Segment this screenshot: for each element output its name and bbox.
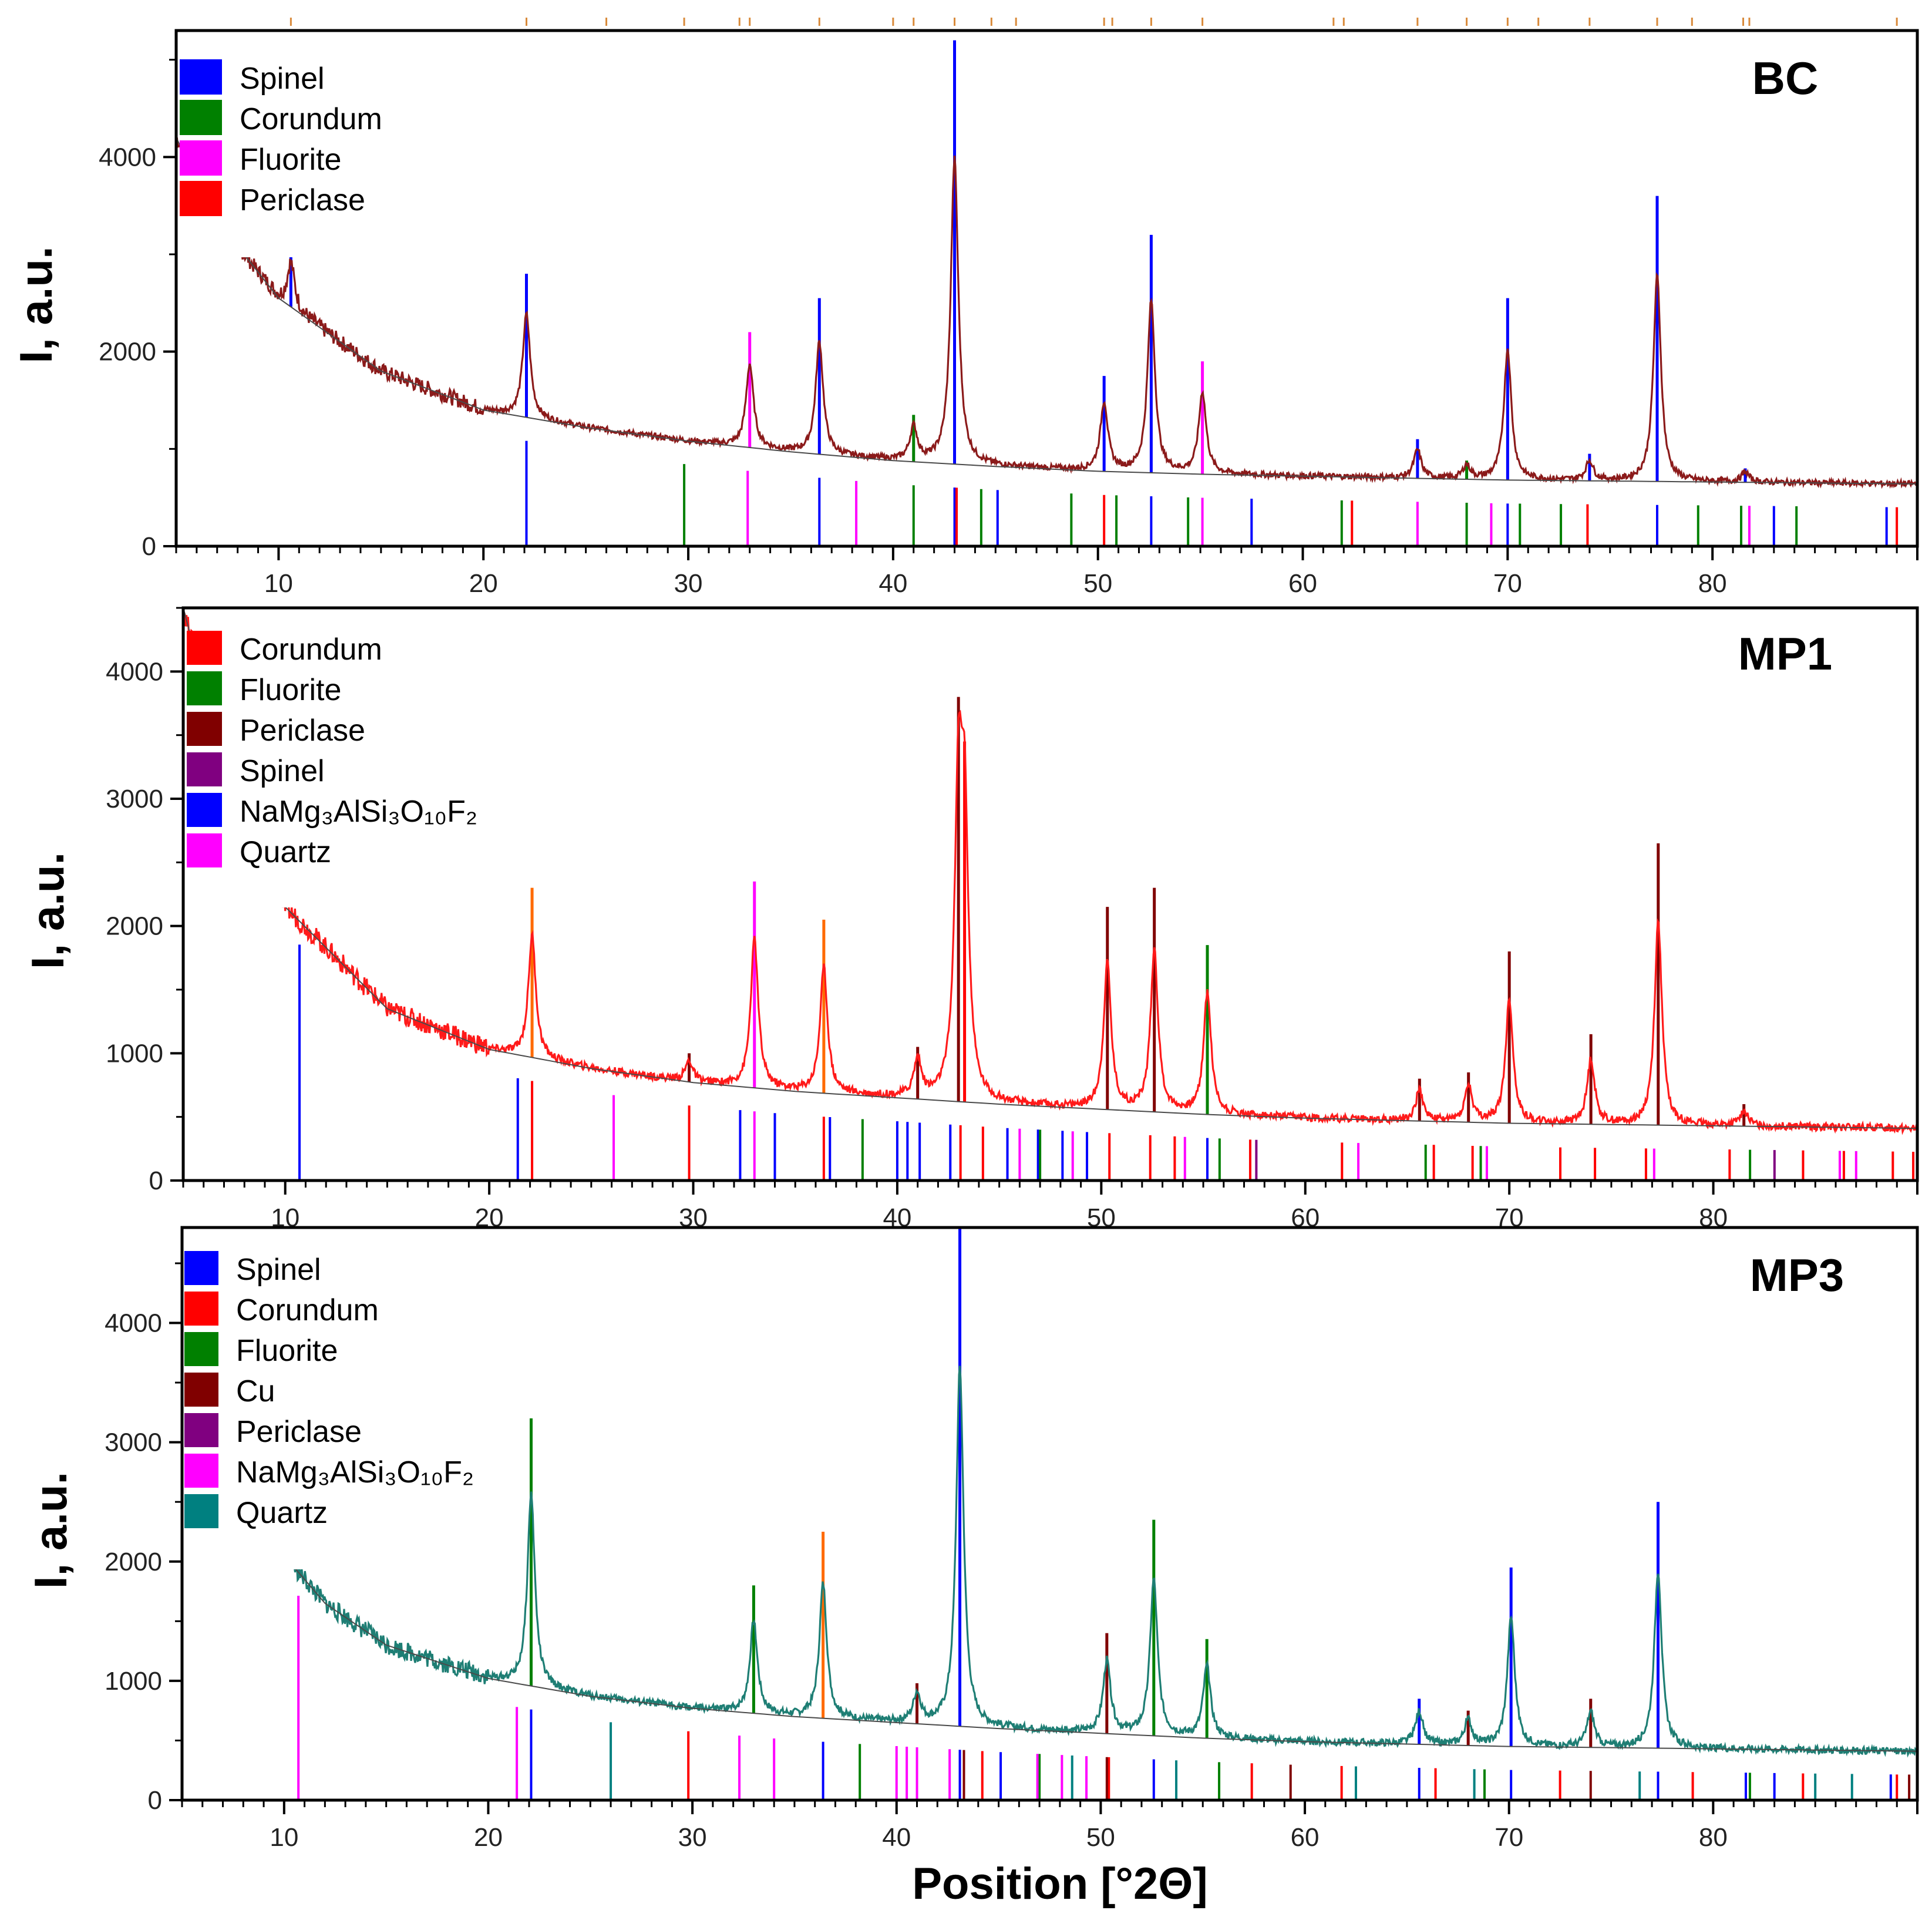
- legend-swatch: [184, 1251, 218, 1285]
- legend-swatch: [187, 793, 222, 827]
- legend-label: Quartz: [240, 835, 331, 869]
- y-tick-label: 4000: [99, 143, 156, 171]
- background-fit: [176, 137, 1917, 485]
- x-tick-label: 60: [1291, 1823, 1320, 1852]
- legend-label: Quartz: [236, 1496, 328, 1530]
- legend-label: NaMg₃AlSi₃O₁₀F₂: [240, 795, 477, 829]
- y-tick-label: 0: [149, 1166, 163, 1195]
- legend-label: Spinel: [236, 1253, 321, 1287]
- x-tick-label: 50: [1086, 1823, 1115, 1852]
- legend-label: Corundum: [240, 102, 382, 136]
- y-axis-label: I, a.u.: [22, 852, 73, 969]
- background-fit: [294, 1567, 1917, 1752]
- legend-swatch: [184, 1373, 218, 1407]
- legend-swatch: [180, 140, 222, 176]
- legend-swatch: [184, 1494, 218, 1528]
- x-tick-label: 50: [1083, 569, 1112, 598]
- panel-mp3: 10 20 30 40 50 60 70 80 0 1000 2000 3000 4000 I, a.u.…: [25, 1226, 1919, 1852]
- panel-bc: 10 20 30 40 50 60 70 80 0 2000 4000 I, a.u. BC Spinel…: [10, 18, 1919, 598]
- y-tick-label: 1000: [105, 1667, 162, 1696]
- diffraction-profile: [183, 612, 1917, 1135]
- reference-lines: [298, 944, 1915, 1181]
- legend-swatch: [187, 833, 222, 867]
- legend-label: Spinel: [240, 62, 325, 96]
- y-tick-label: 4000: [105, 1309, 162, 1338]
- y-tick-label: 4000: [106, 657, 163, 686]
- legend-swatch: [184, 1332, 218, 1366]
- y-tick-label: 1000: [106, 1039, 163, 1068]
- legend-swatch: [187, 631, 222, 665]
- background-fit: [183, 608, 1917, 1129]
- x-tick-label: 30: [678, 1823, 707, 1852]
- legend-swatch: [180, 59, 222, 95]
- legend-swatch: [180, 100, 222, 135]
- y-tick-label: 2000: [106, 912, 163, 941]
- legend-label: Fluorite: [236, 1334, 338, 1368]
- x-tick-label: 30: [674, 569, 703, 598]
- plot-frame: [181, 606, 1919, 1182]
- diffraction-profile: [176, 136, 1917, 489]
- legend-box: [187, 631, 504, 907]
- y-tick-label: 3000: [106, 785, 163, 813]
- legend-swatch: [187, 752, 222, 786]
- legend-label: Periclase: [240, 183, 365, 217]
- legend-box: [184, 1252, 501, 1569]
- y-axis-label: I, a.u.: [10, 246, 62, 363]
- x-tick-label: 80: [1698, 569, 1727, 598]
- legend-box: [180, 59, 526, 257]
- legend-label: Spinel: [240, 754, 325, 788]
- y-tick-label: 2000: [99, 338, 156, 366]
- x-tick-label: 10: [270, 1823, 298, 1852]
- x-tick-label: 80: [1699, 1823, 1728, 1852]
- x-tick-label: 40: [879, 569, 907, 598]
- legend-swatch: [184, 1292, 218, 1326]
- y-tick-label: 0: [142, 532, 156, 561]
- x-tick-label: 40: [882, 1823, 911, 1852]
- reference-lines: [297, 1596, 1911, 1800]
- x-tick-label: 70: [1493, 569, 1522, 598]
- x-tick-label: 20: [474, 1823, 503, 1852]
- x-tick-label: 60: [1288, 569, 1317, 598]
- x-tick-label: 20: [469, 569, 498, 598]
- x-axis-label: Position [°2Θ]: [912, 1859, 1207, 1909]
- y-tick-label: 2000: [105, 1548, 162, 1576]
- legend-swatch: [184, 1454, 218, 1488]
- legend-label: Fluorite: [240, 673, 341, 707]
- legend-swatch: [187, 712, 222, 746]
- diffraction-profile: [293, 1366, 1917, 1758]
- panel-title: BC: [1752, 52, 1819, 104]
- legend-label: Corundum: [236, 1293, 379, 1327]
- peak-lines: [530, 697, 1746, 1126]
- plot-frame: [174, 29, 1919, 548]
- x-tick-label: 10: [264, 569, 293, 598]
- y-tick-label: 3000: [105, 1428, 162, 1457]
- reference-lines: [525, 440, 1899, 546]
- legend-label: Cu: [236, 1374, 275, 1408]
- legend-swatch: [187, 671, 222, 705]
- legend-swatch: [180, 181, 222, 216]
- legend-label: Periclase: [236, 1415, 362, 1449]
- legend-label: NaMg₃AlSi₃O₁₀F₂: [236, 1455, 474, 1489]
- legend-label: Fluorite: [240, 143, 341, 177]
- legend-label: Periclase: [240, 714, 365, 748]
- y-tick-label: 0: [148, 1786, 162, 1815]
- x-tick-label: 70: [1495, 1823, 1523, 1852]
- peak-lines: [529, 1228, 1660, 1748]
- panel-title: MP1: [1738, 628, 1832, 680]
- legend-swatch: [184, 1413, 218, 1447]
- plot-frame: [180, 1226, 1919, 1802]
- panel-title: MP3: [1750, 1249, 1844, 1301]
- legend-label: Corundum: [240, 633, 382, 667]
- y-axis-label: I, a.u.: [25, 1472, 76, 1589]
